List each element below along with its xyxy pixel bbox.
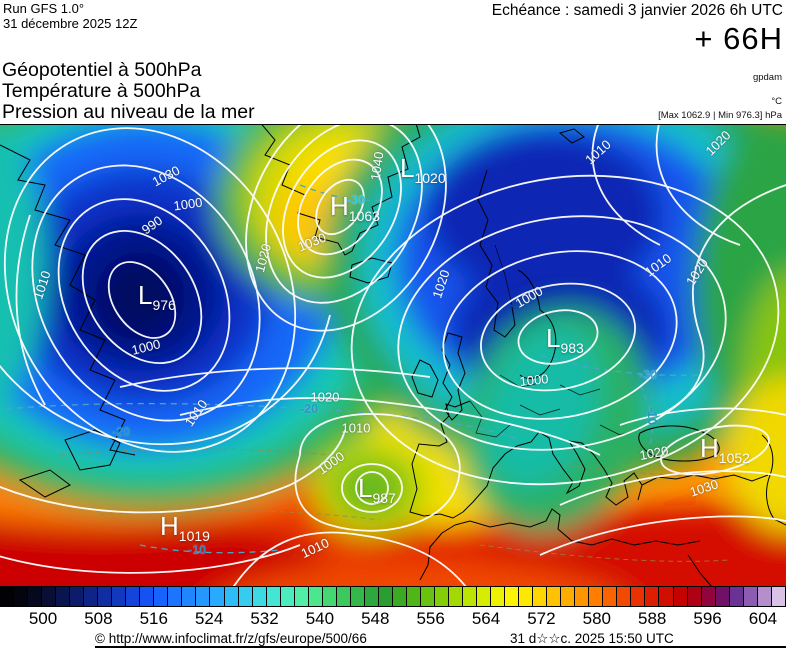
colorbar-cell: [700, 586, 716, 607]
colorbar-cell: [97, 586, 113, 607]
colorbar-cell: [574, 586, 590, 607]
colorbar-cell: [532, 586, 548, 607]
colorbar-cell: [167, 586, 183, 607]
colorbar-cell: [490, 586, 506, 607]
colorbar-cell: [658, 586, 674, 607]
colorbar-cell: [742, 586, 758, 607]
colorbar-cell: [349, 586, 365, 607]
colorbar-cell: [125, 586, 141, 607]
colorbar-cell: [209, 586, 225, 607]
colorbar-cell: [391, 586, 407, 607]
pressure-range: [Max 1062.9 | Min 976.3] hPa: [658, 110, 782, 121]
colorbar-cell: [0, 586, 15, 607]
colorbar-cell: [69, 586, 85, 607]
forecast-offset: + 66H: [694, 21, 783, 56]
colorbar-cell: [223, 586, 239, 607]
colorbar-tick: 532: [250, 609, 279, 628]
valid-time-label: Echéance : samedi 3 janvier 2026 6h UTC: [491, 2, 783, 19]
colorbar-cell: [433, 586, 449, 607]
colorbar-tick: 524: [194, 609, 224, 628]
colorbar-tick: 556: [416, 609, 445, 628]
footer: © http://www.infoclimat.fr/z/gfs/europe/…: [0, 630, 786, 648]
colorbar-cell: [644, 586, 660, 607]
colorbar-cell: [560, 586, 576, 607]
colorbar-tick: 596: [693, 609, 722, 628]
colorbar-tick: 604: [748, 609, 778, 628]
colorbar-cell: [518, 586, 534, 607]
param-temperature: Température à 500hPa: [2, 80, 201, 102]
colorbar-tick: 516: [139, 609, 168, 628]
colorbar-cell: [630, 586, 646, 607]
colorbar-tick: 548: [361, 609, 390, 628]
colorbar-tick: 500: [28, 609, 58, 628]
colorbar-cell: [55, 586, 71, 607]
colorbar-cell: [546, 586, 562, 607]
isobars: [0, 125, 786, 587]
colorbar-cell: [504, 586, 520, 607]
colorbar-cell: [476, 586, 492, 607]
colorbar-cell: [448, 586, 464, 607]
colorbar-cell: [307, 586, 323, 607]
unit-gpdam: gpdam: [752, 72, 782, 83]
copyright-url: © http://www.infoclimat.fr/z/gfs/europe/…: [95, 631, 367, 646]
colorbar-tick: 588: [637, 609, 667, 628]
colorbar-cell: [139, 586, 155, 607]
colorbar-cell: [111, 586, 127, 607]
colorbar-cell: [462, 586, 478, 607]
colorbar-cell: [335, 586, 351, 607]
colorbar-tick-labels: 500 508 516 524 532 540 548 556 564 572 580 588 596 6…: [0, 607, 786, 631]
colorbar-cell: [13, 586, 29, 607]
colorbar-cell: [279, 586, 295, 607]
colorbar-cell: [756, 586, 772, 607]
model-run-date: 31 décembre 2025 12Z: [3, 16, 138, 31]
colorbar-cell: [195, 586, 211, 607]
header: Run GFS 1.0° 31 décembre 2025 12Z Echéan…: [0, 0, 786, 124]
generation-timestamp: 31 d☆☆c. 2025 15:50 UTC: [510, 631, 674, 646]
colorbar-tick: 564: [471, 609, 501, 628]
colorbar-cell: [672, 586, 688, 607]
colorbar-cell: [83, 586, 99, 607]
colorbar-cell: [181, 586, 197, 607]
colorbar-cell: [41, 586, 57, 607]
colorbar-cell: [588, 586, 604, 607]
colorbar-cell: [616, 586, 632, 607]
colorbar-cell: [265, 586, 281, 607]
param-geopotential: Géopotentiel à 500hPa: [2, 59, 202, 81]
colorbar-cell: [377, 586, 393, 607]
colorbar-cell: [153, 586, 169, 607]
colorbar-cell: [714, 586, 730, 607]
weather-map-field: [0, 125, 786, 587]
colorbar-cell: [293, 586, 309, 607]
colorbar-tick: 540: [305, 609, 335, 628]
colorbar-cell: [770, 586, 786, 607]
temperature-contours-cold: [0, 184, 701, 554]
unit-celsius: °C: [771, 96, 782, 107]
colorbar-cell: [237, 586, 253, 607]
colorbar-cell: [602, 586, 618, 607]
colorbar-cell: [27, 586, 43, 607]
colorbar-tick: 580: [582, 609, 611, 628]
colorbar-cell: [363, 586, 379, 607]
colorbar-cell: [686, 586, 702, 607]
colorbar-cell: [405, 586, 421, 607]
colorbar-tick: 508: [84, 609, 113, 628]
colorbar-cell: [251, 586, 267, 607]
bottom-border-line: [95, 646, 786, 648]
coastlines: [0, 125, 786, 587]
geopotential-colorbar: [0, 586, 786, 607]
colorbar-cell: [321, 586, 337, 607]
colorbar-cell: [728, 586, 744, 607]
colorbar-tick: 572: [527, 609, 556, 628]
param-mslp: Pression au niveau de la mer: [2, 101, 255, 123]
colorbar-cell: [419, 586, 435, 607]
model-run-label: Run GFS 1.0°: [3, 1, 85, 16]
weather-map: L976 H1063 L1020 L983 L987 H1019 H1052 990 1000 1…: [0, 124, 786, 587]
